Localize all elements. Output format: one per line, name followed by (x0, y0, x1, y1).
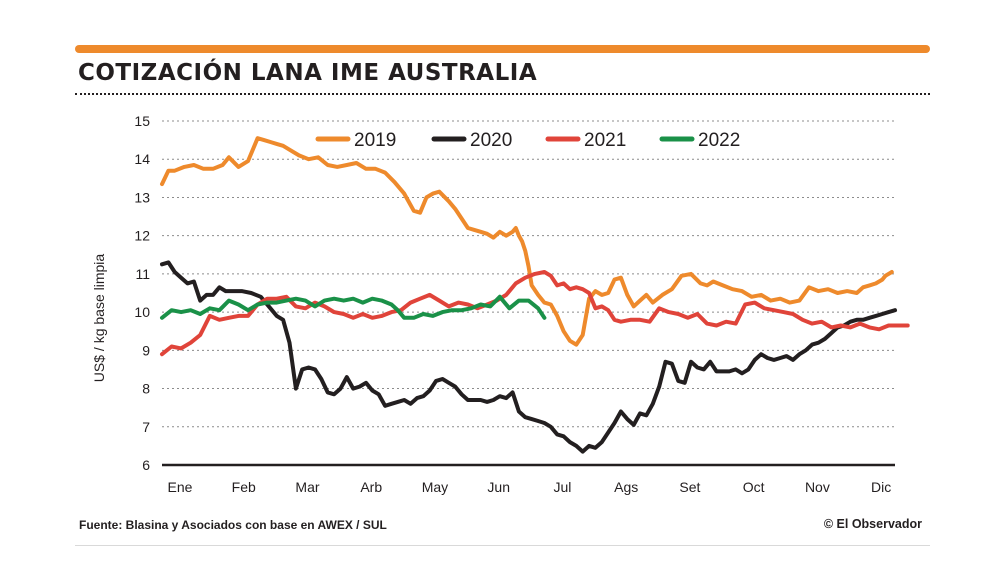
legend-label-2020: 2020 (470, 130, 512, 151)
top-accent-bar (75, 45, 930, 53)
x-tick-label: Ags (614, 479, 638, 495)
grid-lines (162, 120, 895, 467)
x-tick-label: Dic (871, 479, 891, 495)
title-divider (75, 93, 930, 95)
series-lines (160, 136, 910, 454)
x-tick-label: May (422, 479, 448, 495)
y-tick-label: 10 (134, 304, 150, 320)
x-tick-label: Nov (805, 479, 830, 495)
x-tick-label: Oct (743, 479, 765, 495)
x-tick-label: Jun (487, 479, 510, 495)
legend-label-2021: 2021 (584, 130, 626, 151)
source-note: Fuente: Blasina y Asociados con base en … (79, 518, 387, 532)
y-tick-labels: 6 7 8 9 10 11 12 13 14 15 (134, 113, 150, 473)
bottom-divider (75, 545, 930, 546)
x-tick-label: Mar (295, 479, 319, 495)
legend-label-2022: 2022 (698, 130, 740, 151)
legend: 2019 2020 2021 2022 (315, 130, 740, 151)
x-tick-label: Ene (168, 479, 193, 495)
y-tick-label: 7 (142, 419, 150, 435)
x-tick-label: Jul (553, 479, 571, 495)
x-tick-label: Set (679, 479, 700, 495)
series-line-2020 (160, 260, 897, 454)
y-axis-label: US$ / kg base limpia (91, 254, 107, 383)
x-tick-label: Arb (360, 479, 382, 495)
y-tick-label: 8 (142, 381, 150, 397)
y-tick-label: 6 (142, 457, 150, 473)
y-tick-label: 12 (134, 228, 150, 244)
series-line-2019 (160, 136, 894, 347)
series-line-2022 (160, 294, 547, 320)
x-tick-label: Feb (232, 479, 256, 495)
chart-title: COTIZACIÓN LANA IME AUSTRALIA (78, 60, 538, 86)
series-line-2021 (160, 270, 910, 357)
y-tick-label: 13 (134, 189, 150, 205)
y-tick-label: 15 (134, 113, 150, 129)
legend-label-2019: 2019 (354, 130, 396, 151)
y-tick-label: 14 (134, 151, 150, 167)
x-tick-labels: Ene Feb Mar Arb May Jun Jul Ags Set Oct Nov Dic (168, 479, 892, 495)
publisher-credit: © El Observador (823, 517, 922, 531)
y-tick-label: 11 (135, 266, 150, 282)
y-tick-label: 9 (142, 342, 150, 358)
